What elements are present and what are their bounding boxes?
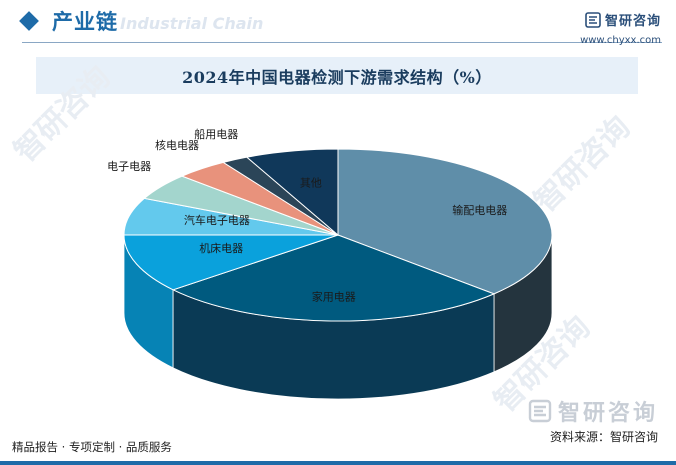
footer-logo-text: 智研咨询 [557,401,658,426]
header-watermark: Industrial Chain [120,14,264,33]
slice-3 [123,234,339,291]
slice-6-label: 核电电器 [155,138,199,152]
footer-bar [0,461,676,465]
slice-8-label: 其他 [300,176,322,189]
chart-title: 2024年中国电器检测下游需求结构（%） [182,67,492,87]
slice-2-label: 家用电器 [312,289,356,303]
header-rule [22,42,662,43]
brand-logo-icon [585,11,601,28]
brand-name: 智研咨询 [604,14,661,29]
brand: 智研咨询 www.chyxx.com [580,10,661,46]
footer-tagline: 精品报告 · 专项定制 · 品质服务 [12,440,172,454]
slice-8 [245,148,339,237]
footer-logo: 智研咨询 [528,395,658,427]
chart-title-band: 2024年中国电器检测下游需求结构（%） [36,57,638,94]
pie-sides [123,234,553,400]
slice-1-label: 输配电电器 [452,203,507,217]
header: 产业链 Industrial Chain [0,0,676,50]
slice-2 [171,234,496,322]
slice-7-label: 船用电器 [194,127,238,141]
section-title: 产业链 [52,10,118,34]
slice-4-label: 汽车电子电器 [184,213,250,227]
source-note: 资料来源：智研咨询 [549,430,658,444]
slice-5-label: 电子电器 [107,160,151,173]
pie-tops [123,148,553,322]
footer-logo-icon [528,399,552,423]
slice-1 [337,148,553,295]
slice-3-label: 机床电器 [199,241,243,255]
brand-name-row: 智研咨询 [580,10,661,29]
brand-url: www.chyxx.com [580,35,661,46]
